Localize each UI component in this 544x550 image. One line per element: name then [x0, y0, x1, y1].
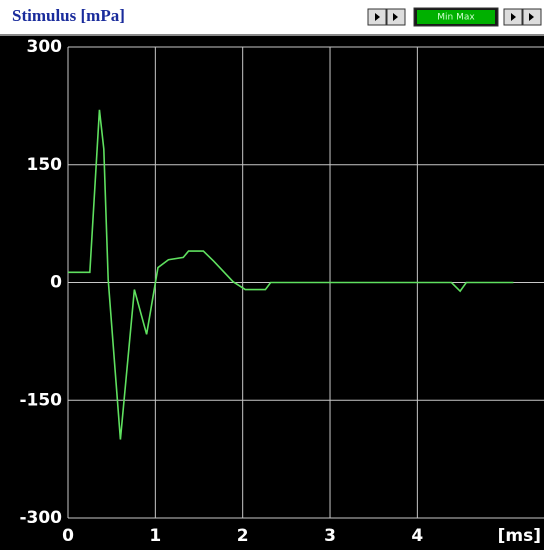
min-max-face	[417, 10, 495, 24]
data-line	[68, 109, 514, 440]
nav-buttons-left[interactable]	[367, 8, 406, 26]
arrow-icon	[511, 13, 516, 21]
y-tick-label: 300	[27, 37, 63, 57]
x-tick-label: 2	[237, 526, 249, 546]
title-bar-border	[0, 34, 544, 36]
x-tick-label: 0	[62, 526, 74, 546]
arrow-icon	[393, 13, 398, 21]
y-tick-label: 150	[27, 155, 63, 175]
arrow-icon	[529, 13, 534, 21]
x-tick-label: 4	[411, 526, 423, 546]
y-tick-label: -150	[19, 390, 62, 410]
x-tick-label: 3	[324, 526, 336, 546]
chart-title: Stimulus [mPa]	[12, 6, 125, 25]
y-tick-label: -300	[19, 508, 62, 528]
arrow-icon	[375, 13, 380, 21]
x-axis-label: [ms]	[498, 526, 541, 546]
x-tick-label: 1	[149, 526, 161, 546]
y-tick-label: 0	[50, 273, 62, 293]
min-max-label: Min Max	[437, 13, 475, 23]
nav-buttons-right[interactable]	[503, 8, 542, 26]
